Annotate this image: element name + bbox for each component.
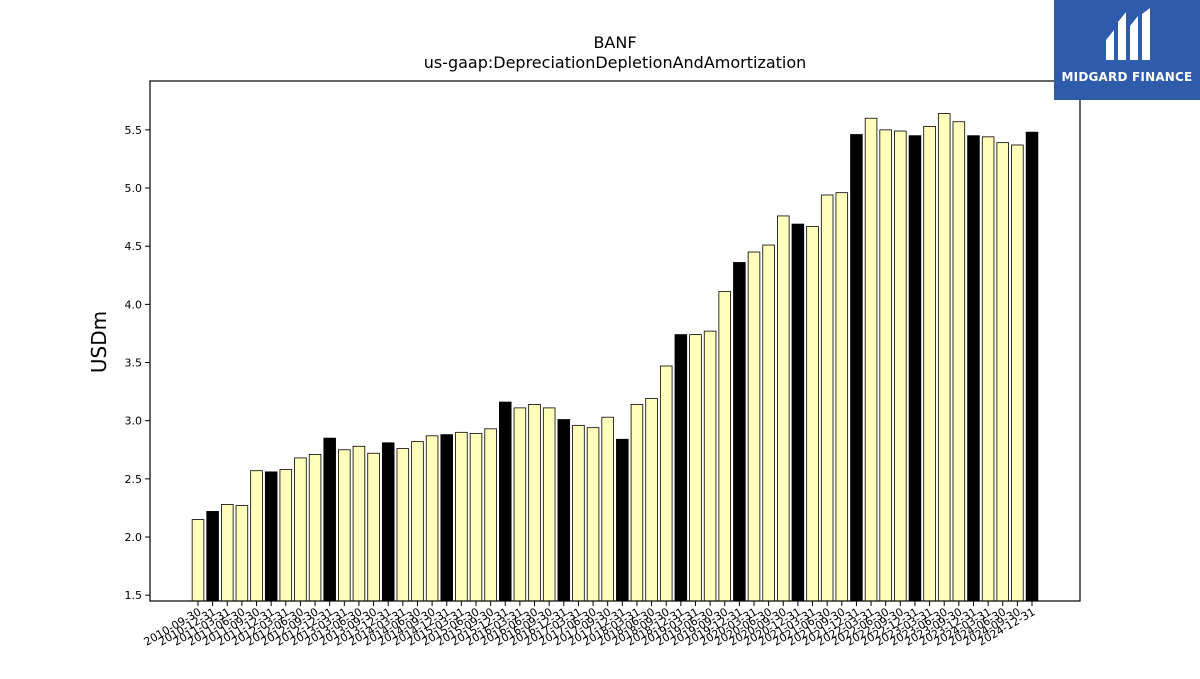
bar-2024-06-30 (996, 142, 1009, 602)
bar-2023-06-30 (937, 113, 951, 602)
bar-2015-12-31 (499, 401, 512, 602)
bar-2012-09-30 (308, 454, 322, 602)
bar-2014-09-30 (425, 435, 439, 602)
bar-2018-06-30 (645, 398, 658, 602)
bar-2016-12-31 (557, 419, 571, 602)
bar-2012-12-31 (323, 437, 336, 602)
bar-2019-03-31 (689, 334, 702, 602)
bar-2023-03-31 (923, 125, 936, 602)
midgard-logo-icon (1106, 8, 1150, 60)
bar-2011-12-31 (264, 471, 278, 602)
bar-2022-09-30 (894, 130, 907, 602)
y-ticks-group: 1.5 2.0 2.5 3.0 3.5 4.0 4.5 5.0 5.5 (125, 124, 150, 602)
bars-group (191, 113, 1039, 602)
bar-2013-09-30 (367, 452, 380, 602)
y-tick-label: 4.0 (125, 298, 143, 311)
bar-2013-06-30 (352, 445, 366, 602)
bar-2023-09-30 (952, 121, 966, 602)
bar-2010-09-30 (191, 519, 205, 602)
bar-2012-03-31 (279, 469, 293, 602)
bar-2020-06-30 (762, 244, 775, 602)
bar-2019-06-30 (703, 330, 717, 602)
bar-2019-12-31 (733, 262, 746, 602)
bar-2023-12-31 (967, 135, 980, 602)
bar-2017-03-31 (572, 424, 585, 602)
bar-2017-09-30 (601, 416, 614, 602)
y-tick-label: 5.0 (125, 182, 143, 195)
chart-subtitle: us-gaap:DepreciationDepletionAndAmortiza… (424, 53, 807, 72)
bar-2014-06-30 (411, 441, 424, 602)
bar-2016-09-30 (542, 407, 556, 602)
bar-2016-03-31 (513, 407, 527, 602)
y-tick-label: 3.5 (125, 357, 143, 370)
chart-title: BANF (593, 33, 636, 52)
bar-2022-12-31 (908, 135, 922, 602)
bar-2018-09-30 (659, 365, 673, 602)
bar-2014-12-31 (440, 434, 453, 602)
bar-2015-03-31 (455, 431, 468, 602)
y-tick-label: 3.0 (125, 415, 143, 428)
bar-2021-09-30 (835, 192, 849, 602)
bar-2018-03-31 (630, 403, 644, 602)
bar-2021-03-31 (806, 226, 819, 602)
bar-2022-03-31 (864, 117, 878, 602)
y-tick-label: 5.5 (125, 124, 143, 137)
bar-2014-03-31 (396, 448, 410, 602)
x-ticks-group: 2010-09-302010-12-312011-03-312011-06-30… (142, 601, 1038, 649)
y-tick-label: 4.5 (125, 240, 143, 253)
bar-2017-12-31 (616, 438, 629, 602)
bar-2013-03-31 (338, 449, 351, 602)
bar-2024-09-30 (1011, 144, 1024, 602)
bar-2011-06-30 (235, 505, 249, 602)
y-axis-label: USDm (87, 311, 111, 373)
y-tick-label: 2.5 (125, 473, 143, 486)
bar-2012-06-30 (294, 457, 307, 602)
bar-2021-06-30 (820, 194, 834, 602)
bar-2019-09-30 (718, 291, 731, 602)
y-tick-label: 2.0 (125, 531, 143, 544)
bar-2015-09-30 (484, 428, 497, 602)
bar-2024-03-31 (981, 136, 995, 602)
bar-2011-03-31 (221, 504, 234, 602)
bar-2013-12-31 (381, 442, 395, 602)
bar-2017-06-30 (586, 427, 600, 602)
y-tick-label: 1.5 (125, 589, 143, 602)
bar-2021-12-31 (850, 134, 863, 602)
bar-2018-12-31 (674, 334, 688, 602)
bar-2022-06-30 (879, 129, 892, 602)
bar-2016-06-30 (528, 403, 541, 602)
bar-2020-03-31 (747, 251, 761, 602)
brand-logo: MIDGARD FINANCE (1054, 0, 1200, 100)
bar-2011-09-30 (250, 470, 263, 602)
bar-2020-09-30 (777, 215, 790, 602)
bar-2020-12-31 (791, 223, 805, 602)
bar-2015-06-30 (469, 433, 483, 602)
plot-frame (149, 80, 1081, 602)
logo-text: MIDGARD FINANCE (1061, 70, 1193, 84)
bar-2024-12-31 (1025, 131, 1039, 602)
bar-2010-12-31 (206, 511, 219, 602)
